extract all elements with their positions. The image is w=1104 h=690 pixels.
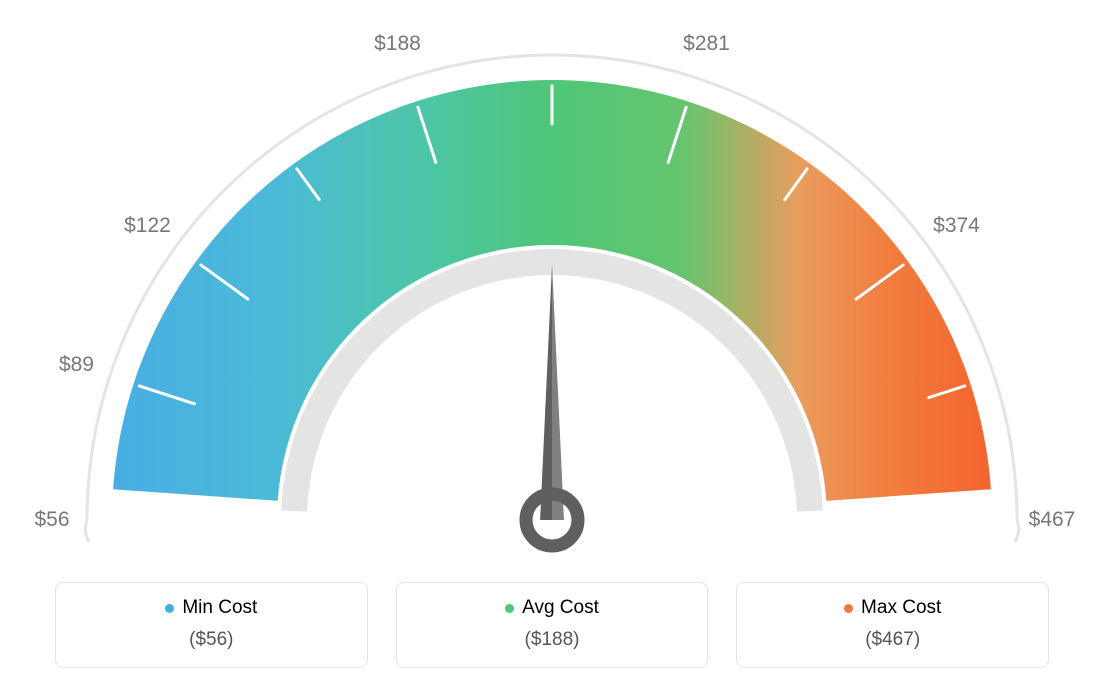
legend-avg-title: Avg Cost	[407, 597, 698, 619]
legend-max-value: ($467)	[747, 629, 1038, 651]
legend-max: Max Cost ($467)	[736, 582, 1049, 668]
gauge-tick-label: $374	[933, 214, 980, 238]
legend-row: Min Cost ($56) Avg Cost ($188) Max Cost …	[55, 582, 1049, 668]
legend-avg-label: Avg Cost	[522, 597, 599, 619]
gauge-tick-label: $467	[1029, 508, 1076, 532]
legend-avg-value: ($188)	[407, 629, 698, 651]
dot-icon-avg	[505, 604, 514, 613]
gauge-area: $56 $89 $122 $188 $281 $374 $467	[0, 0, 1104, 570]
legend-max-label: Max Cost	[861, 597, 941, 619]
gauge-svg	[0, 0, 1104, 570]
gauge-tick-label: $188	[374, 32, 421, 56]
gauge-tick-label: $89	[59, 353, 94, 377]
legend-min-title: Min Cost	[66, 597, 357, 619]
legend-min: Min Cost ($56)	[55, 582, 368, 668]
legend-max-title: Max Cost	[747, 597, 1038, 619]
gauge-tick-label: $281	[683, 32, 730, 56]
legend-min-label: Min Cost	[182, 597, 257, 619]
cost-gauge-widget: $56 $89 $122 $188 $281 $374 $467 Min Cost ($56…	[0, 0, 1104, 690]
dot-icon-min	[165, 604, 174, 613]
gauge-tick-label: $56	[34, 508, 69, 532]
legend-avg: Avg Cost ($188)	[396, 582, 709, 668]
legend-min-value: ($56)	[66, 629, 357, 651]
gauge-tick-label: $122	[124, 214, 171, 238]
dot-icon-max	[844, 604, 853, 613]
